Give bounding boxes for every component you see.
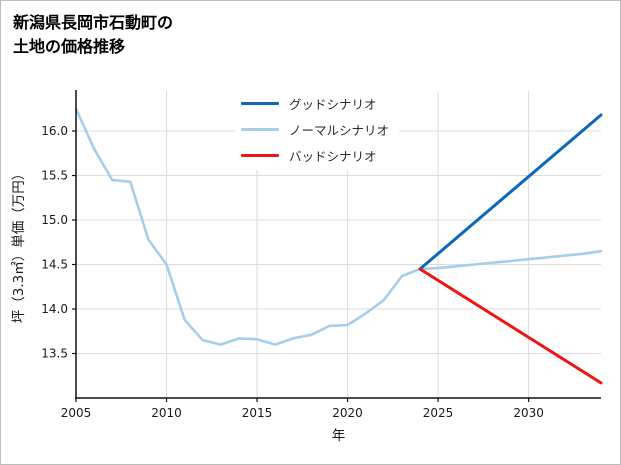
page-title-line1: 新潟県長岡市石動町の bbox=[13, 13, 174, 32]
legend-item-normal: ノーマルシナリオ bbox=[241, 120, 389, 139]
x-axis-label: 年 bbox=[332, 428, 346, 444]
normal-line-swatch bbox=[241, 128, 279, 131]
chart-legend: グッドシナリオ ノーマルシナリオ バッドシナリオ bbox=[235, 89, 400, 170]
series-good-line bbox=[418, 113, 603, 271]
x-tick-label: 2020 bbox=[332, 406, 363, 420]
y-tick-label: 14.5 bbox=[41, 258, 68, 272]
good-line-swatch bbox=[241, 102, 279, 105]
x-tick-label: 2030 bbox=[513, 406, 544, 420]
page-title: 新潟県長岡市石動町の 土地の価格推移 bbox=[13, 11, 173, 59]
series-bad-line bbox=[418, 267, 603, 385]
page-title-line2: 土地の価格推移 bbox=[13, 37, 126, 56]
legend-label-good: グッドシナリオ bbox=[289, 97, 377, 112]
series-normal-line bbox=[74, 107, 603, 346]
legend-item-bad: バッドシナリオ bbox=[241, 146, 389, 165]
legend-label-normal: ノーマルシナリオ bbox=[289, 123, 390, 138]
y-tick-label: 14.0 bbox=[41, 302, 68, 316]
x-tick-label: 2025 bbox=[423, 406, 454, 420]
y-tick-label: 13.5 bbox=[41, 347, 68, 361]
x-tick-label: 2005 bbox=[61, 406, 92, 420]
x-tick-label: 2010 bbox=[151, 406, 182, 420]
legend-label-bad: バッドシナリオ bbox=[289, 149, 377, 164]
legend-item-good: グッドシナリオ bbox=[241, 94, 389, 113]
y-tick-label: 15.0 bbox=[41, 213, 68, 227]
y-tick-label: 15.5 bbox=[41, 169, 68, 183]
x-tick-label: 2015 bbox=[242, 406, 273, 420]
bad-line-swatch bbox=[241, 154, 279, 157]
y-tick-label: 16.0 bbox=[41, 124, 68, 138]
